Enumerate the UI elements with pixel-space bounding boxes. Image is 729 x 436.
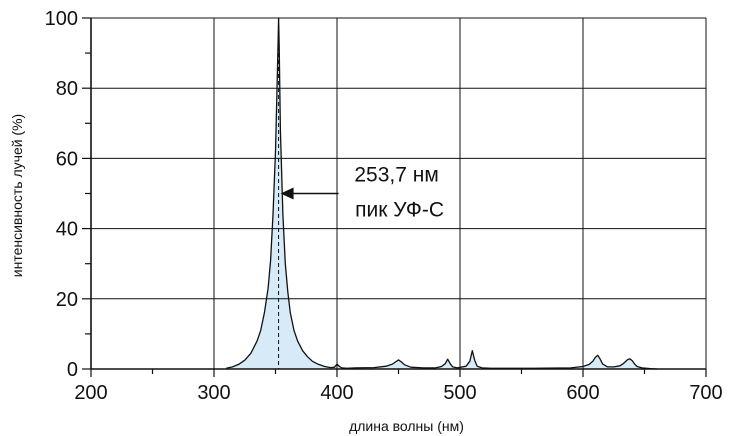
grid xyxy=(91,17,707,369)
peak-annotation xyxy=(278,18,339,369)
x-tick-label: 300 xyxy=(197,382,230,404)
spectrum-area xyxy=(226,18,657,369)
axes: 200 300 400 500 600 700 0 20 40 60 80 100 xyxy=(45,8,723,404)
x-tick-label: 700 xyxy=(689,382,722,404)
x-tick-label: 500 xyxy=(443,382,476,404)
x-tick-label: 400 xyxy=(320,382,353,404)
x-axis-title: длина волны (нм) xyxy=(349,418,464,434)
y-tick-label: 100 xyxy=(45,8,78,30)
y-tick-label: 0 xyxy=(67,359,78,381)
plot-area xyxy=(226,18,657,369)
x-tick-label: 600 xyxy=(566,382,599,404)
y-tick-label: 80 xyxy=(56,78,78,100)
annotation-arrowhead xyxy=(280,187,294,200)
y-tick-label: 20 xyxy=(56,289,78,311)
y-tick-label: 60 xyxy=(56,148,78,170)
y-tick-label: 40 xyxy=(56,219,78,241)
annotation-peak-label: пик УФ-С xyxy=(355,199,444,222)
annotation-wavelength-label: 253,7 нм xyxy=(354,164,438,187)
y-axis-title: интенсивность лучей (%) xyxy=(9,114,25,277)
x-tick-label: 200 xyxy=(74,382,107,404)
